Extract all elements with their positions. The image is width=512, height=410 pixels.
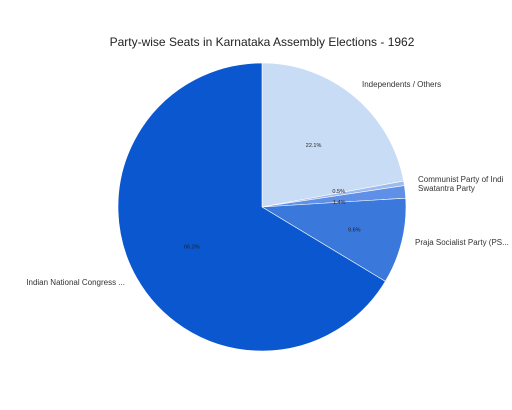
pie-slice-praja-socialist-party-ps [261,197,407,282]
value-label-praja-socialist-party-ps: 9.6% [348,228,361,234]
pie-value-labels: 22.1% 0.5% 1.4% 9.6% 66.3% [184,143,361,251]
value-label-independents-others: 22.1% [306,143,322,149]
value-label-communist-party-of-indi: 0.5% [332,189,345,195]
pie-category-labels: Independents / Others Communist Party of … [26,80,509,287]
category-label-swatantra-party: Swatantra Party [418,184,475,193]
pie-slices [117,62,407,352]
value-label-swatantra-party: 1.4% [333,200,346,206]
pie-slice-independents-others [261,62,404,208]
chart-title: Party-wise Seats in Karnataka Assembly E… [110,35,415,49]
value-label-indian-national-congress: 66.3% [184,245,200,251]
category-label-communist-party-of-indi: Communist Party of Indi [418,175,504,184]
category-label-independents-others: Independents / Others [362,80,441,89]
category-label-indian-national-congress: Indian National Congress ... [26,278,125,287]
pie-slice-indian-national-congress [117,62,386,352]
category-label-praja-socialist-party-ps: Praja Socialist Party (PS... [415,238,509,247]
